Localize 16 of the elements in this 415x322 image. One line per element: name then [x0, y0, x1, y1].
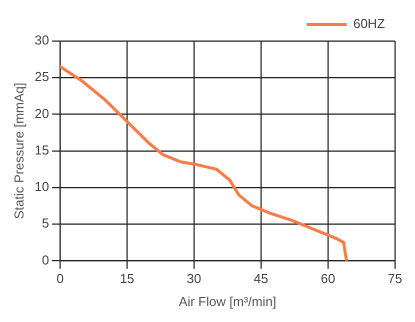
x-tick-label: 45: [254, 271, 268, 286]
y-tick-label: 15: [34, 142, 50, 158]
y-tick-label: 30: [34, 32, 50, 48]
x-tick-label: 60: [320, 271, 336, 286]
y-tick-label: 25: [34, 69, 50, 84]
x-tick-label: 30: [186, 271, 202, 286]
y-axis-title: Static Pressure [mmAq]: [11, 82, 26, 220]
x-tick-label: 75: [388, 271, 402, 286]
x-tick-label: 15: [120, 271, 134, 286]
legend-label: 60HZ: [353, 16, 386, 32]
y-tick-label: 5: [42, 216, 50, 231]
x-axis-title: Air Flow [m³/min]: [178, 294, 276, 309]
y-tick-label: 20: [34, 106, 50, 121]
y-tick-label: 0: [42, 252, 50, 268]
x-tick-label: 0: [56, 271, 64, 286]
y-tick-label: 10: [34, 179, 50, 194]
